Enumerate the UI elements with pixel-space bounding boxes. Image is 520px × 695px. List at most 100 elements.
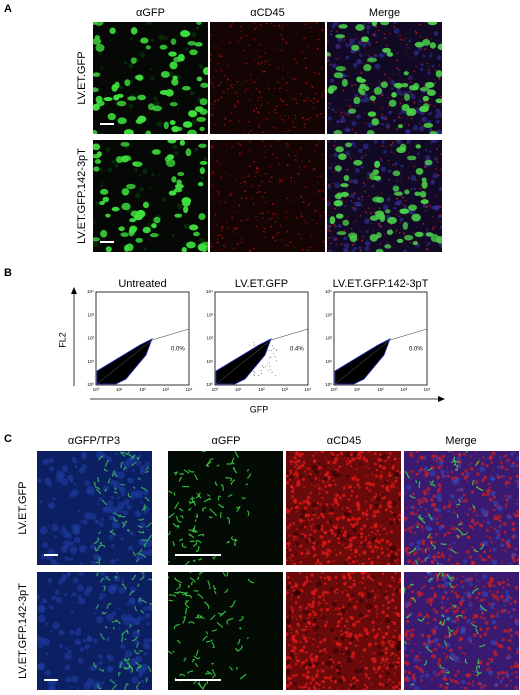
speck [404,611,406,614]
speck [146,528,149,531]
speck [288,473,295,479]
speck [59,579,62,582]
fiber [445,671,450,674]
speck [386,501,391,506]
speck [444,685,449,690]
fiber [122,466,127,471]
speck [106,636,110,641]
fiber [103,467,108,472]
speck [318,486,322,490]
speck [432,180,435,183]
speck [285,216,287,218]
speck [328,655,332,659]
speck [100,517,104,522]
speck [408,90,412,94]
speck [352,579,356,583]
speck [433,247,435,249]
speck [406,117,408,119]
speck [227,87,229,90]
speck [510,463,516,468]
speck [503,454,507,458]
speck [349,199,353,203]
speck [278,162,280,165]
speck [296,458,301,463]
speck [355,495,358,498]
speck [299,551,304,556]
speck [329,508,334,513]
speck [310,528,313,531]
speck [326,591,330,595]
speck [466,513,470,516]
fiber [202,635,208,642]
speck [316,646,319,649]
speck [287,145,289,148]
speck [358,204,360,206]
speck [434,81,437,84]
event-dot [253,344,255,346]
cell [186,241,196,249]
fiber [456,527,464,535]
speck [404,670,407,674]
speck [292,562,297,565]
speck [362,22,366,26]
event-dot [263,366,265,368]
speck [212,103,214,106]
speck [317,38,320,41]
speck [257,219,259,221]
speck [398,73,400,75]
speck [368,207,370,209]
speck [268,180,271,183]
speck [79,646,85,652]
speck [423,466,428,471]
speck [93,219,96,226]
fiber [423,660,427,666]
speck [394,588,399,593]
speck [379,82,381,84]
cell [127,96,137,101]
cell [335,146,344,153]
speck [362,456,366,460]
speck [290,631,293,634]
speck [295,528,298,531]
speck [383,618,385,620]
speck [361,451,365,454]
fiber [104,625,108,629]
speck [295,102,298,105]
speck [489,549,492,552]
speck [83,682,92,690]
speck [418,472,421,474]
speck [380,116,383,119]
speck [301,477,305,481]
cell [376,213,386,220]
cell [357,78,367,83]
speck [286,591,289,595]
speck [408,75,410,77]
speck [290,507,293,510]
speck [464,578,467,581]
speck [393,152,395,154]
speck [262,196,264,198]
speck [436,129,442,134]
speck [410,511,415,516]
speck [250,74,252,76]
speck [436,148,438,150]
cell [359,89,366,96]
speck [221,230,223,232]
speck [390,644,395,648]
gate-percent: 0.0% [171,347,185,353]
speck [271,236,274,238]
speck [414,643,416,645]
speck [301,114,302,116]
speck [306,165,308,167]
speck [351,51,353,53]
speck [318,595,322,599]
speck [363,586,367,589]
speck [489,590,492,593]
speck [327,221,331,224]
image-content [168,572,255,690]
speck [277,81,279,83]
speck [503,628,508,633]
speck [437,555,441,559]
speck [444,608,449,613]
speck [492,527,495,530]
